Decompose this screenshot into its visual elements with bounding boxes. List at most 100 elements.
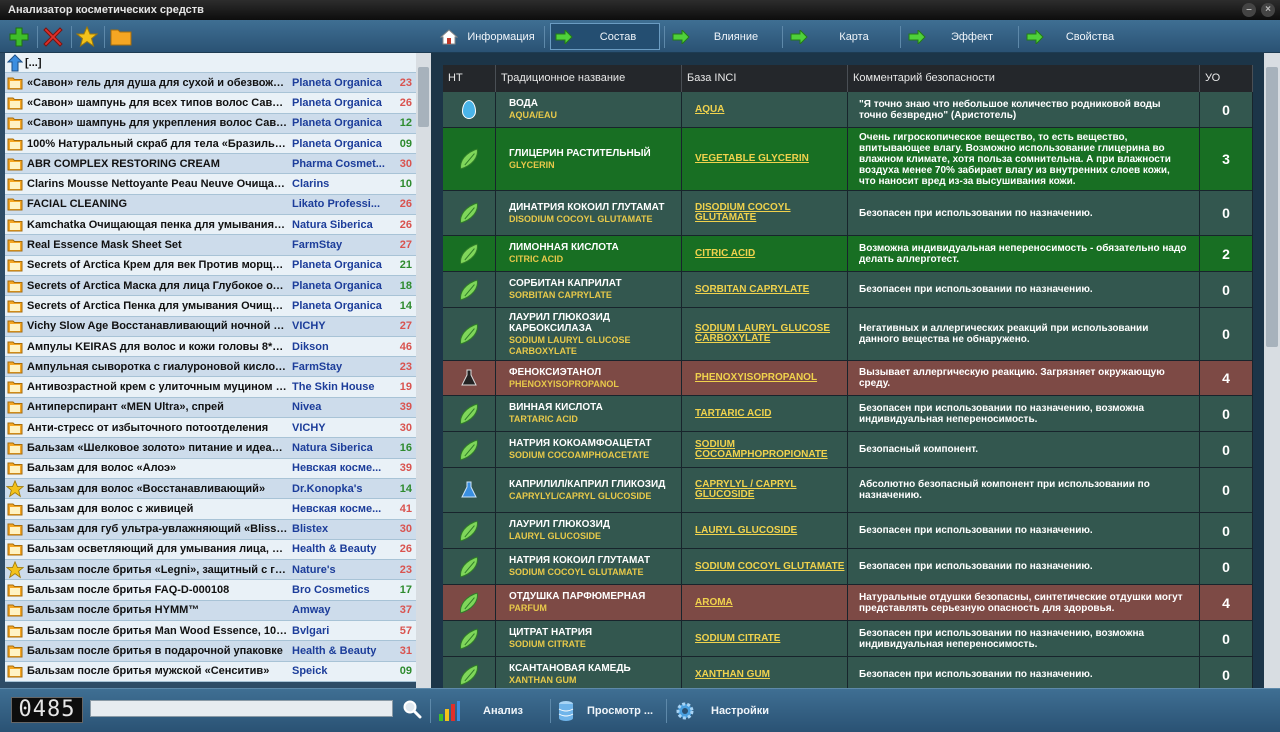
table-row[interactable]: ЦИТРАТ НАТРИЯ SODIUM CITRATE SODIUM CITRAT… [443,621,1253,657]
tab-map[interactable]: Карта [786,23,896,50]
table-row[interactable]: ЛАУРИЛ ГЛЮКОЗИД КАРБОКСИЛАЗА SODIUM LAURY… [443,308,1253,361]
list-item[interactable]: «Савон» гель для душа для сухой и обезво… [5,73,416,94]
minimize-button[interactable]: – [1242,3,1256,17]
product-name: «Савон» шампунь для всех типов волос Сав… [27,96,288,109]
settings-button[interactable]: Настройки [674,697,784,725]
table-row[interactable]: КАПРИЛИЛ/КАПРИЛ ГЛИКОЗИД CAPRYLYL/CAPRYL … [443,468,1253,513]
table-row[interactable]: КСАНТАНОВАЯ КАМЕДЬ XANTHAN GUM XANTHAN GUM… [443,657,1253,688]
list-item[interactable]: FACIAL CLEANING Likato Professi... 26 [5,194,416,216]
header-score[interactable]: УО [1200,65,1253,92]
list-item[interactable]: Ампулы KEIRAS для волос и кожи головы 8*… [5,336,416,358]
table-row[interactable]: НАТРИЯ КОКОИЛ ГЛУТАМАТ SODIUM COCOYL GLUT… [443,549,1253,585]
inci-link[interactable]: XANTHAN GUM [682,657,848,688]
favorite-button[interactable] [75,25,99,49]
inci-link[interactable]: SODIUM COCOAMPHOPROPIONATE [682,432,848,467]
table-row[interactable]: ГЛИЦЕРИН РАСТИТЕЛЬНЫЙ GLYCERIN VEGETABLE G… [443,128,1253,191]
tab-effect[interactable]: Эффект [904,23,1014,50]
product-name: Бальзам после бритья «Legni», защитный с… [27,563,288,576]
inci-link[interactable]: AROMA [682,585,848,620]
product-score: 30 [399,421,412,434]
search-input[interactable] [90,700,393,717]
list-item[interactable]: Бальзам осветляющий для умывания лица, ш… [5,539,416,561]
list-item[interactable]: Ампульная сыворотка с гиалуроновой кисло… [5,357,416,378]
inci-link[interactable]: DISODIUM COCOYL GLUTAMATE [682,191,848,235]
table-row[interactable]: ФЕНОКСИЭТАНОЛ PHENOXYISOPROPANOL PHENOXYIS… [443,361,1253,396]
list-item[interactable]: Secrets of Arctica Маска для лица Глубок… [5,275,416,297]
list-item[interactable]: «Савон» шампунь для укрепления волос Сав… [5,113,416,134]
safety-comment: Безопасен при использовании по назначени… [848,272,1200,307]
header-comment[interactable]: Комментарий безопасности [848,65,1200,92]
list-item[interactable]: Бальзам после бритья Man Wood Essence, 1… [5,621,416,642]
table-row[interactable]: СОРБИТАН КАПРИЛАТ SORBITAN CAPRYLATE SORBI… [443,272,1253,308]
traditional-name-cell: ЛАУРИЛ ГЛЮКОЗИД LAURYL GLUCOSIDE [496,513,682,548]
tab-influence[interactable]: Влияние [668,23,778,50]
inci-link[interactable]: LAURYL GLUCOSIDE [682,513,848,548]
inci-link[interactable]: TARTARIC ACID [682,396,848,431]
close-window-button[interactable]: × [1261,3,1275,17]
safety-comment: Возможна индивидуальная непереносимость … [848,236,1200,271]
header-nt[interactable]: НТ [443,65,496,92]
parent-folder-row[interactable]: [...] [5,53,416,73]
list-item[interactable]: Vichy Slow Age Восстанавливающий ночной … [5,316,416,337]
table-row[interactable]: ОТДУШКА ПАРФЮМЕРНАЯ PARFUM AROMA Натуральны… [443,585,1253,621]
inci-link[interactable]: SORBITAN CAPRYLATE [682,272,848,307]
list-item[interactable]: Анти-стресс от избыточного потоотделения… [5,418,416,439]
list-item[interactable]: Real Essence Mask Sheet Set FarmStay 27 [5,235,416,256]
product-list-scrollbar[interactable] [416,53,431,688]
inci-link[interactable]: SODIUM LAURYL GLUCOSE CARBOXYLATE [682,308,848,360]
table-row[interactable]: НАТРИЯ КОКОАМФОАЦЕТАТ SODIUM COCOAMPHOACE… [443,432,1253,468]
table-row[interactable]: ЛИМОННАЯ КИСЛОТА CITRIC ACID CITRIC ACID Во… [443,236,1253,272]
list-item[interactable]: Бальзам для волос «Восстанавливающий» Dr.… [5,478,416,500]
table-row[interactable]: ДИНАТРИЯ КОКОИЛ ГЛУТАМАТ DISODIUM COCOYL … [443,191,1253,236]
list-item[interactable]: Kamchatka Очищающая пенка для умывания и… [5,215,416,236]
tab-composition[interactable]: Состав [550,23,660,50]
table-row[interactable]: ЛАУРИЛ ГЛЮКОЗИД LAURYL GLUCOSIDE LAURYL GL… [443,513,1253,549]
search-icon[interactable] [402,699,422,719]
list-item[interactable]: ABR COMPLEX RESTORING CREAM Pharma Cosmet… [5,154,416,175]
list-item[interactable]: Бальзам после бритья в подарочной упаков… [5,641,416,662]
header-inci[interactable]: База INCI [682,65,848,92]
analysis-button[interactable]: Анализ [437,697,547,725]
list-item[interactable]: «Савон» шампунь для всех типов волос Сав… [5,93,416,114]
inci-link[interactable]: CAPRYLYL / CAPRYL GLUCOSIDE [682,468,848,512]
table-row[interactable]: ВОДА AQUA/EAU AQUA "Я точно знаю что неболь… [443,92,1253,128]
safety-comment: Натуральные отдушки безопасны, синтетиче… [848,585,1200,620]
list-item[interactable]: Бальзам после бритья «Legni», защитный с… [5,560,416,581]
table-row[interactable]: ВИННАЯ КИСЛОТА TARTARIC ACID TARTARIC ACID… [443,396,1253,432]
product-score: 16 [399,441,412,454]
list-item[interactable]: Бальзам «Шелковое золото» питание и идеа… [5,438,416,459]
list-item[interactable]: Бальзам после бритья FAQ-D-000108 Bro Cos… [5,580,416,601]
open-folder-button[interactable] [109,25,133,49]
ingredient-table-scrollbar[interactable] [1264,53,1280,688]
add-product-button[interactable] [7,25,31,49]
list-item[interactable]: Антивозрастной крем с улиточным муцином … [5,377,416,398]
header-name[interactable]: Традиционное название [496,65,682,92]
delete-product-button[interactable] [41,25,65,49]
inci-link[interactable]: AQUA [682,92,848,127]
list-item[interactable]: Антиперспирант «MEN Ultra», спрей Nivea 39 [5,397,416,419]
list-item[interactable]: Secrets of Arctica Пенка для умывания Оч… [5,296,416,317]
tab-properties[interactable]: Свойства [1022,23,1132,50]
product-brand: FarmStay [292,239,343,252]
list-item[interactable]: Clarins Mousse Nettoyante Peau Neuve Очи… [5,174,416,195]
list-item[interactable]: Secrets of Arctica Крем для век Против м… [5,255,416,276]
list-item[interactable]: Бальзам после бритья HYMM™ Amway 37 [5,600,416,622]
inci-link[interactable]: PHENOXYISOPROPANOL [682,361,848,395]
inci-link[interactable]: VEGETABLE GLYCERIN [682,128,848,190]
inci-link[interactable]: CITRIC ACID [682,236,848,271]
list-item[interactable]: Бальзам для волос с живицей Невская косме… [5,499,416,520]
view-button[interactable]: Просмотр ... [557,697,662,725]
inci-link[interactable]: SODIUM COCOYL GLUTAMATE [682,549,848,584]
arrow-right-icon [551,29,577,44]
tab-info[interactable]: Информация [436,23,540,50]
inci-link[interactable]: SODIUM CITRATE [682,621,848,656]
list-item[interactable]: Бальзам после бритья мужской «Сенситив» S… [5,661,416,682]
ingredient-latin-name: LAURYL GLUCOSIDE [509,531,602,541]
list-item[interactable]: Бальзам для губ ультра-увлажняющий «Blis… [5,519,416,540]
list-item[interactable]: Бальзам для волос «Алоэ» Невская косме...… [5,458,416,479]
list-item[interactable]: 100% Натуральный скраб для тела «Бразиль… [5,133,416,155]
safety-comment: Абсолютно безопасный компонент при испол… [848,468,1200,512]
folder-icon [5,621,25,641]
danger-score: 4 [1200,361,1253,395]
ingredient-type-cell [443,361,496,395]
